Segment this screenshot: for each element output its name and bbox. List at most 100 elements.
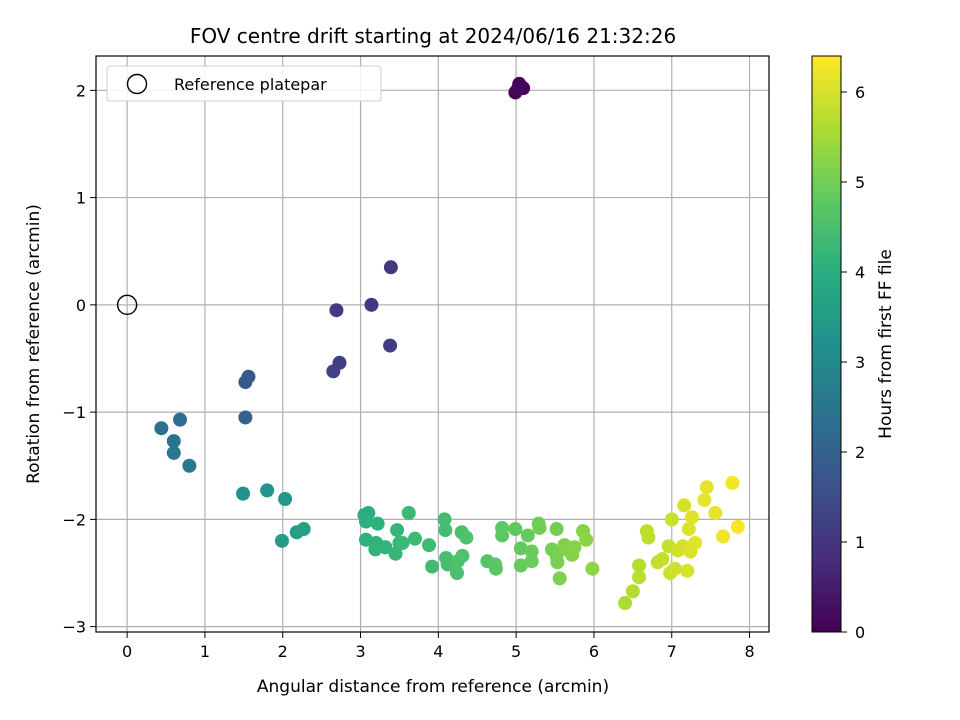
reference-point — [116, 294, 138, 316]
data-point — [296, 522, 311, 537]
data-point — [655, 552, 670, 567]
chart-title: FOV centre drift starting at 2024/06/16 … — [190, 24, 676, 48]
colorbar-ticks: 0 1 2 3 4 5 6 — [841, 83, 865, 642]
data-point — [585, 561, 600, 576]
data-point — [510, 82, 525, 97]
x-tick-label: 7 — [667, 642, 677, 661]
legend-reference-marker — [126, 73, 148, 95]
x-tick-label: 3 — [355, 642, 365, 661]
data-point — [699, 480, 714, 495]
data-points — [154, 76, 745, 611]
colorbar-tick-label: 6 — [855, 83, 865, 102]
data-point — [688, 535, 703, 550]
data-point — [383, 338, 398, 353]
colorbar-gradient — [811, 55, 842, 633]
legend: Reference platepar — [106, 65, 382, 102]
data-point — [438, 523, 453, 538]
data-point — [450, 566, 465, 581]
data-point — [524, 554, 539, 569]
grid-lines — [96, 56, 769, 632]
data-point — [664, 512, 679, 527]
data-point — [508, 522, 523, 537]
data-point — [579, 532, 594, 547]
data-point — [725, 475, 740, 490]
data-point — [173, 412, 188, 427]
colorbar: 0 1 2 3 4 5 6 Hours from first FF file — [811, 55, 896, 642]
data-point — [677, 498, 692, 513]
data-point — [632, 570, 647, 585]
data-point — [550, 555, 565, 570]
data-point — [401, 505, 416, 520]
data-point — [697, 493, 712, 508]
data-point — [625, 584, 640, 599]
data-point — [383, 260, 398, 275]
data-point — [238, 375, 253, 390]
x-tick-label: 8 — [744, 642, 754, 661]
data-point — [513, 558, 528, 573]
data-point — [395, 535, 410, 550]
x-tick-label: 6 — [589, 642, 599, 661]
data-point — [495, 528, 510, 543]
y-tick-label: −1 — [62, 403, 86, 422]
colorbar-tick-label: 0 — [855, 623, 865, 642]
data-point — [278, 491, 293, 506]
plot-frame — [95, 55, 770, 633]
legend-box — [106, 65, 382, 102]
data-point — [567, 540, 582, 555]
data-point — [236, 486, 251, 501]
x-tick-label: 4 — [433, 642, 443, 661]
legend-entry-label: Reference platepar — [174, 75, 327, 94]
x-tick-label: 0 — [122, 642, 132, 661]
data-point — [421, 538, 436, 553]
data-point — [378, 540, 393, 555]
data-point — [437, 512, 452, 527]
x-axis-ticks: 0 1 2 3 4 5 6 7 8 — [122, 632, 755, 661]
data-point — [388, 546, 403, 561]
colorbar-tick-label: 2 — [855, 443, 865, 462]
y-tick-label: 1 — [76, 189, 86, 208]
data-point — [166, 434, 181, 449]
data-point — [716, 529, 731, 544]
data-point — [407, 531, 422, 546]
data-point — [459, 530, 474, 545]
x-tick-label: 5 — [511, 642, 521, 661]
data-point — [684, 510, 699, 525]
data-point — [154, 421, 169, 436]
data-point — [238, 410, 253, 425]
y-tick-label: 2 — [76, 81, 86, 100]
data-point — [730, 519, 745, 534]
data-point — [329, 303, 344, 318]
data-point — [326, 364, 341, 379]
data-point — [532, 520, 547, 535]
data-point — [520, 528, 535, 543]
data-point — [549, 522, 564, 537]
data-point — [641, 530, 656, 545]
data-point — [618, 596, 633, 611]
colorbar-tick-label: 5 — [855, 173, 865, 192]
data-point — [632, 558, 647, 573]
x-tick-label: 2 — [278, 642, 288, 661]
y-axis-label: Rotation from reference (arcmin) — [24, 204, 44, 484]
colorbar-tick-label: 4 — [855, 263, 865, 282]
data-point — [364, 297, 379, 312]
data-point — [513, 541, 528, 556]
x-tick-label: 1 — [200, 642, 210, 661]
reference-marker — [116, 294, 138, 316]
data-point — [425, 559, 440, 574]
y-tick-label: 0 — [76, 296, 86, 315]
data-point — [488, 557, 503, 572]
data-point — [274, 533, 289, 548]
data-point — [260, 483, 275, 498]
data-point — [524, 544, 539, 559]
data-point — [370, 516, 385, 531]
y-axis-ticks: −3 −2 −1 0 1 2 — [62, 81, 96, 637]
y-tick-label: −3 — [62, 618, 86, 637]
colorbar-tick-label: 1 — [855, 533, 865, 552]
data-point — [166, 445, 181, 460]
data-point — [182, 458, 197, 473]
x-axis-label: Angular distance from reference (arcmin) — [257, 677, 609, 697]
colorbar-tick-label: 3 — [855, 353, 865, 372]
data-point — [390, 523, 405, 538]
data-point — [680, 563, 695, 578]
